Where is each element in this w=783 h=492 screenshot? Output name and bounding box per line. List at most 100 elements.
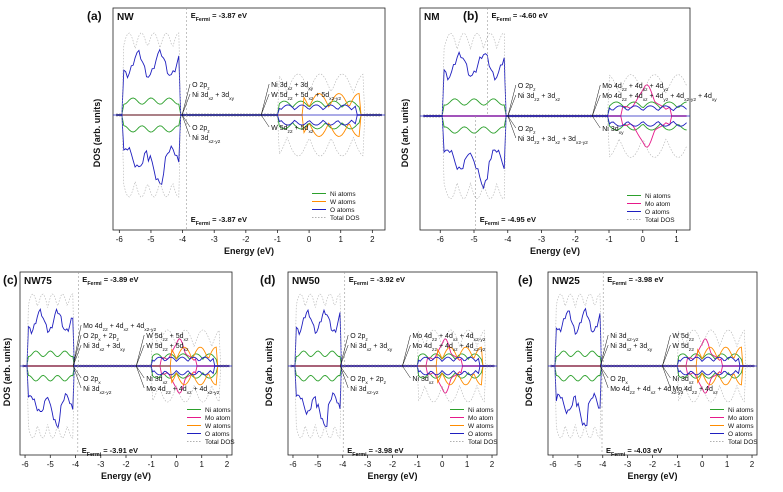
annotation-arrow [662,365,671,379]
plot-frame [419,7,691,231]
plot-frame [547,271,758,456]
panel-label: (e) [518,273,533,287]
x-axis-label: Energy (eV) [101,471,151,481]
panel-title: NW75 [24,276,52,287]
x-tick-label: -2 [649,460,657,469]
annotation-arrow [181,93,191,116]
x-tick-label: 2 [225,460,230,469]
annotation-arrow [181,114,191,138]
x-axis-label: Energy (eV) [224,246,274,256]
legend-entry: Ni atoms [645,193,671,200]
series-t-up [550,293,755,366]
x-tick-label: 2 [370,235,375,244]
annotation: W 5dz2 + 5dxz [271,125,314,135]
annotation-arrow [599,365,609,389]
annotation-arrow [135,365,145,379]
annotation: Mo 4dz2 + 4dxz + 4dyz + 4dx2-y2 + 4dxy [602,93,717,103]
x-tick-label: -4 [339,460,347,469]
x-tick-label: -3 [364,460,372,469]
x-tick-label: -5 [574,460,582,469]
x-tick-label: -1 [274,235,282,244]
series-w-down [290,365,495,386]
annotation-arrow [507,115,517,129]
annotation: Ni 3dxz + 3dxy [192,92,235,102]
legend-entry: Ni atoms [205,407,231,414]
y-axis-label: DOS (arb. units) [264,338,274,407]
x-tick-label: 0 [641,235,646,244]
y-axis-label: DOS (arb. units) [524,338,534,407]
annotation: W 5dz2 + 5dxz [146,343,189,353]
fermi-label-bottom: EFermi = -3.98 eV [347,446,403,458]
y-axis-label: DOS (arb. units) [400,99,410,168]
legend-entry: Total DOS [645,217,675,224]
annotation-arrow [507,84,517,117]
panel-label: (c) [3,273,18,287]
panel-nw: EFermi = -3.87 eV EFermi = -3.87 eV -6 -5 -4… [87,7,386,256]
x-tick-label: -3 [211,235,219,244]
panel-nm: EFermi = -4.60 eV EFermi = -4.95 eV -6 -5 -4… [400,7,717,256]
annotation: O 2pz [350,333,368,343]
panel-label: (d) [260,273,275,287]
x-tick-label: -1 [414,460,422,469]
x-tick-label: -2 [242,235,250,244]
annotation-arrow [72,344,82,367]
series-ni-down [550,366,755,382]
series-o-up [116,48,382,116]
annotation: Mo 4dz2 + 4dxz + 4dx2-y2 [83,323,156,333]
x-tick-label: 2 [750,460,755,469]
x-tick-label: -1 [605,235,613,244]
series-mo-up [22,338,230,367]
plot-frame [19,271,233,456]
legend-entry: W atoms [205,423,231,430]
annotation-arrow [260,93,270,116]
legend-entry: W atoms [728,423,754,430]
x-axis-label: Energy (eV) [367,471,417,481]
annotation: Ni 3dx2-y2 [192,135,221,145]
series-o-up [22,307,230,367]
series-w-up [22,346,230,367]
legend-entry: Ni atoms [330,191,356,198]
series-w-down [22,365,230,386]
annotation: W 5dz2 [672,343,694,353]
fermi-label-top: EFermi = -4.60 eV [492,11,548,23]
fermi-label-top: EFermi = -3.89 eV [82,275,138,287]
annotation-arrow [339,365,349,389]
annotation: Ni 3dxz + 3dxy [350,343,393,353]
legend-entry: O atoms [728,431,753,438]
annotation: Mo 4dz2 + 4dxz + 4dx2-y2 [146,386,219,396]
annotation: Ni 3dxz [412,376,434,386]
annotation-arrow [260,83,270,116]
legend-entry: W atoms [330,199,356,206]
series-mo-down [550,365,755,394]
series-t-up [22,293,230,366]
x-tick-label: -2 [122,460,130,469]
annotation-arrow [135,344,145,367]
panel-title: NW50 [292,276,320,287]
legend-entry: W atoms [468,423,494,430]
series-o-down [116,114,382,185]
x-tick-label: -4 [504,235,512,244]
fermi-label-top: EFermi = -3.92 eV [349,275,405,287]
annotation: O 2pz [192,125,210,135]
y-axis-label: DOS (arb. units) [92,99,102,168]
panel-title: NM [424,12,440,23]
annotation: W 5dz2 [672,333,694,343]
y-axis-label: DOS (arb. units) [2,338,12,407]
legend-entry: O atoms [468,431,493,438]
series-t-down [550,366,755,439]
legend-entry: O atoms [330,207,355,214]
annotation: Ni 3dxz [146,376,168,386]
annotation: Ni 3dz2 + 3dxz + 3dx2-y2 [518,136,588,146]
annotation: O 2px [610,376,628,386]
annotation: Mo 4dz2 + 4dxz + 4dx2-y2 [412,343,485,353]
annotation: Ni 3dxz + 3dxy [83,343,126,353]
x-tick-label: -5 [47,460,55,469]
fermi-label-top: EFermi = -3.87 eV [191,11,247,23]
x-tick-label: -3 [538,235,546,244]
annotation-arrow [592,84,601,117]
panel-title: NW25 [552,276,580,287]
annotation-arrow [592,94,601,117]
series-o-down [550,365,755,427]
annotation-arrow [599,365,609,379]
